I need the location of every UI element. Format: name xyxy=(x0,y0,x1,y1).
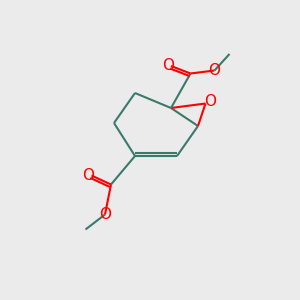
Text: O: O xyxy=(204,94,216,110)
Text: O: O xyxy=(82,168,94,183)
Text: O: O xyxy=(208,63,220,78)
Text: O: O xyxy=(99,207,111,222)
Text: O: O xyxy=(163,58,175,74)
